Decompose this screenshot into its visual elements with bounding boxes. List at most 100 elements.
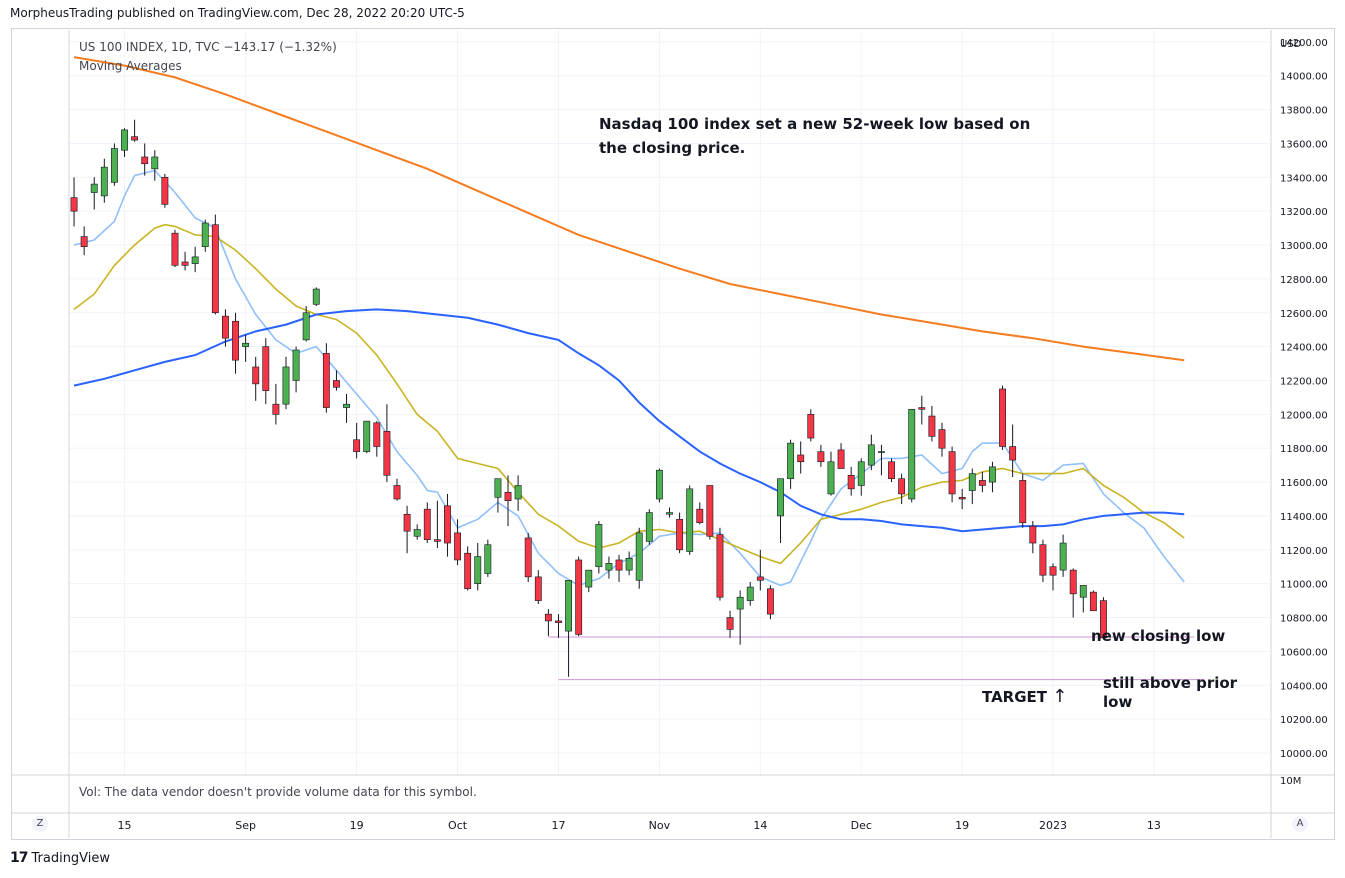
candle-body [444, 505, 451, 544]
x-tick-label: 14 [753, 819, 767, 832]
candle-body [736, 596, 744, 610]
candle-body [262, 346, 270, 391]
candle-body [534, 576, 542, 601]
candle-body [948, 451, 956, 495]
y-tick-label: 13000.00 [1280, 241, 1328, 252]
candle-body [857, 461, 865, 486]
candle-body [70, 197, 78, 212]
x-tick-label: 19 [350, 819, 364, 832]
footer-brand: 17 TradingView [10, 850, 110, 866]
symbol-line[interactable]: US 100 INDEX, 1D, TVC −143.17 (−1.32%) [79, 40, 337, 54]
moving-average-line [73, 223, 1185, 565]
candle-body [393, 485, 401, 500]
candle-body [201, 222, 209, 248]
candle-body [898, 478, 906, 495]
y-tick-label: 10600.00 [1280, 647, 1328, 658]
y-tick-label: 12600.00 [1280, 309, 1328, 320]
moving-average-line [73, 56, 1185, 362]
candle-body [292, 349, 300, 381]
y-tick-label: 13400.00 [1280, 173, 1328, 184]
x-tick-label: Sep [235, 819, 256, 832]
candle-body [1059, 542, 1067, 571]
y-tick-label: 11400.00 [1280, 512, 1328, 523]
arrow-up-icon: ↑ [1052, 686, 1068, 707]
annotation-title: Nasdaq 100 index set a new 52-week low b… [599, 115, 1031, 157]
candle-body [1009, 446, 1017, 461]
candle-body [1089, 591, 1097, 612]
candle-body [797, 454, 805, 463]
x-tick-label: Oct [448, 819, 468, 832]
candle-body [433, 539, 441, 542]
candle-body [565, 579, 573, 632]
candle-body [222, 315, 229, 339]
prior-low-line-1: still above prior [1103, 674, 1238, 692]
y-tick-label: 13200.00 [1280, 207, 1328, 218]
y-tick-label: 11800.00 [1280, 444, 1328, 455]
y-tick-label: 10000.00 [1280, 749, 1328, 760]
x-tick-label: Nov [649, 819, 671, 832]
candle-body [161, 177, 169, 205]
candle-body [514, 485, 522, 500]
candle-body [322, 353, 330, 408]
x-tick-label: 13 [1147, 819, 1161, 832]
x-tick-label: 17 [551, 819, 565, 832]
candle-body [494, 478, 502, 498]
candle-body [454, 532, 461, 561]
candle-body [272, 403, 280, 415]
brand-name: TradingView [31, 850, 111, 866]
annotation-target: TARGET ↑ [982, 687, 1067, 707]
candle-body [343, 403, 350, 408]
chart-frame [11, 28, 1335, 840]
candle-body [544, 613, 552, 622]
y-tick-label: 12400.00 [1280, 343, 1328, 354]
y-tick-label: 14200.00 [1280, 38, 1328, 49]
candle-body [595, 524, 603, 568]
candle-body [989, 466, 996, 483]
candle-body [676, 519, 684, 551]
candle-body [817, 451, 825, 463]
candle-body [827, 461, 835, 495]
candle-body [666, 512, 673, 515]
candle-body [131, 136, 139, 141]
candle-body [1029, 525, 1037, 544]
candle-body [645, 512, 653, 542]
candle-body [958, 497, 966, 500]
candle-body [978, 480, 986, 486]
candle-body [867, 444, 875, 466]
y-tick-label: 11600.00 [1280, 478, 1328, 489]
candle-body [252, 366, 260, 385]
candle-body [151, 156, 159, 170]
annotation-prior-low: still above prior low [1103, 674, 1237, 712]
candle-body [282, 366, 290, 405]
candle-body [504, 491, 512, 502]
candle-body [90, 183, 98, 193]
moving-average-line [73, 169, 1185, 587]
auto-scale-button[interactable]: A [1292, 816, 1308, 832]
x-tick-label: 19 [955, 819, 969, 832]
candle-body [242, 342, 250, 347]
candle-body [605, 563, 613, 571]
candle-body [555, 620, 562, 623]
candle-body [878, 451, 885, 453]
candle-body [615, 559, 623, 571]
candle-body [999, 388, 1006, 447]
published-line: MorpheusTrading published on TradingView… [10, 6, 465, 20]
candle-body [837, 449, 845, 469]
y-tick-label: 10800.00 [1280, 614, 1328, 625]
indicator-label[interactable]: Moving Averages [79, 59, 182, 73]
candle-body [585, 569, 593, 588]
candle-body [908, 408, 916, 500]
candle-body [100, 166, 108, 197]
y-tick-label: 12200.00 [1280, 376, 1328, 387]
candle-body [706, 485, 714, 537]
volume-note: Vol: The data vendor doesn't provide vol… [79, 785, 477, 799]
candle-body [968, 473, 976, 491]
candle-body [1039, 544, 1047, 576]
candle-body [746, 586, 754, 601]
zoom-button[interactable]: Z [32, 816, 48, 832]
y-tick-label: 13600.00 [1280, 139, 1328, 150]
candle-body [211, 224, 219, 314]
candle-body [918, 407, 926, 410]
annotation-new-closing-low: new closing low [1091, 627, 1226, 645]
